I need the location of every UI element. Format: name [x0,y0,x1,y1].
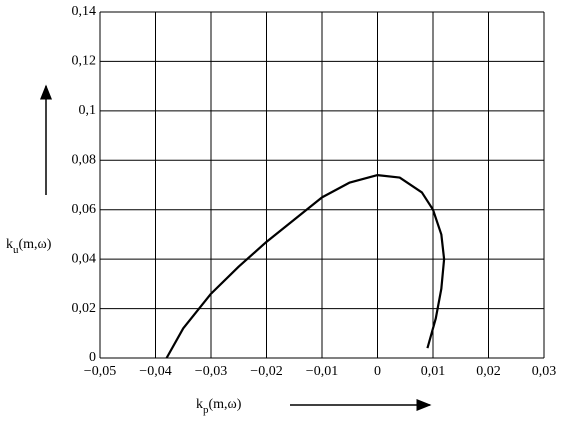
y-tick-label: 0 [89,350,96,365]
x-tick-label: −0,02 [250,364,282,379]
y-tick-label: 0,06 [72,202,97,217]
x-tick-label: 0,03 [532,364,557,379]
x-tick-label: 0 [374,364,381,379]
x-axis-label: kp(m,ω) [196,397,242,415]
curve [165,174,446,359]
x-tick-label: −0,05 [84,364,116,379]
y-tick-label: 0,08 [72,153,97,168]
x-tick-label: −0,03 [195,364,227,379]
y-tick-label: 0,02 [72,301,97,316]
y-tick-label: 0,14 [72,4,97,19]
y-tick-label: 0,04 [72,251,97,266]
x-tick-label: −0,04 [139,364,171,379]
y-tick-label: 0,1 [79,103,97,118]
x-tick-label: 0,01 [421,364,446,379]
x-tick-label: −0,01 [306,364,338,379]
y-tick-label: 0,12 [72,54,97,69]
y-axis-label: ku(m,ω) [6,237,52,255]
x-tick-label: 0,02 [476,364,501,379]
